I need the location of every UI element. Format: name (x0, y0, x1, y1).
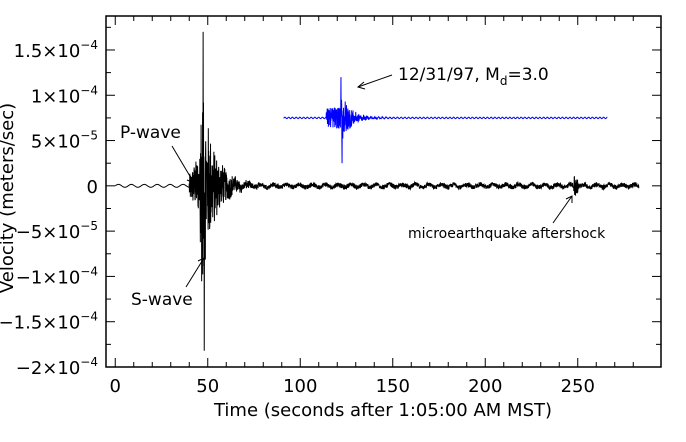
x-tick-label: 100 (283, 376, 317, 397)
y-tick-label: 1×10−4 (31, 83, 98, 107)
y-tick-label: 0 (87, 177, 98, 198)
s-wave-arrow (185, 257, 205, 288)
x-tick-label: 50 (196, 376, 219, 397)
y-tick-label: 5×10−5 (31, 129, 98, 153)
y-tick-label: −1×10−4 (16, 264, 98, 288)
y-tick-label: −2×10−4 (16, 355, 98, 379)
p-wave-arrowhead (186, 174, 195, 184)
y-tick-label: −1.5×10−4 (0, 310, 98, 334)
x-tick-label: 250 (561, 376, 595, 397)
aftershock-arrow (552, 195, 573, 224)
event-label: 12/31/97, Md=3.0 (398, 65, 549, 88)
x-tick-label: 200 (468, 376, 502, 397)
s-wave-arrowhead (197, 257, 205, 266)
y-tick-label: 1.5×10−4 (14, 38, 98, 62)
event-arrowhead (356, 81, 366, 90)
x-tick-label: 150 (376, 376, 410, 397)
plot-frame (105, 15, 662, 368)
main-seismogram-trace (114, 31, 640, 351)
s-wave-label: S-wave (131, 290, 193, 310)
x-tick-labels: 0 50 100 150 200 250 (110, 376, 595, 397)
axis-ticks (106, 16, 661, 368)
y-tick-label: −5×10−5 (16, 219, 98, 243)
event-seismogram-trace (283, 77, 608, 164)
y-tick-labels: 1.5×10−4 1×10−4 5×10−5 0 −5×10−5 −1×10−4 −1.5×… (0, 38, 98, 379)
aftershock-arrowhead (565, 195, 573, 203)
event-label-subscript: d (500, 74, 508, 88)
p-wave-label: P-wave (120, 123, 181, 143)
p-wave-arrow (171, 145, 195, 184)
aftershock-label: microearthquake aftershock (408, 226, 606, 242)
y-axis-title: Velocity (meters/sec) (0, 103, 18, 293)
x-axis-title: Time (seconds after 1:05:00 AM MST) (213, 400, 552, 421)
event-arrow (357, 74, 393, 88)
x-tick-label: 0 (110, 376, 121, 397)
